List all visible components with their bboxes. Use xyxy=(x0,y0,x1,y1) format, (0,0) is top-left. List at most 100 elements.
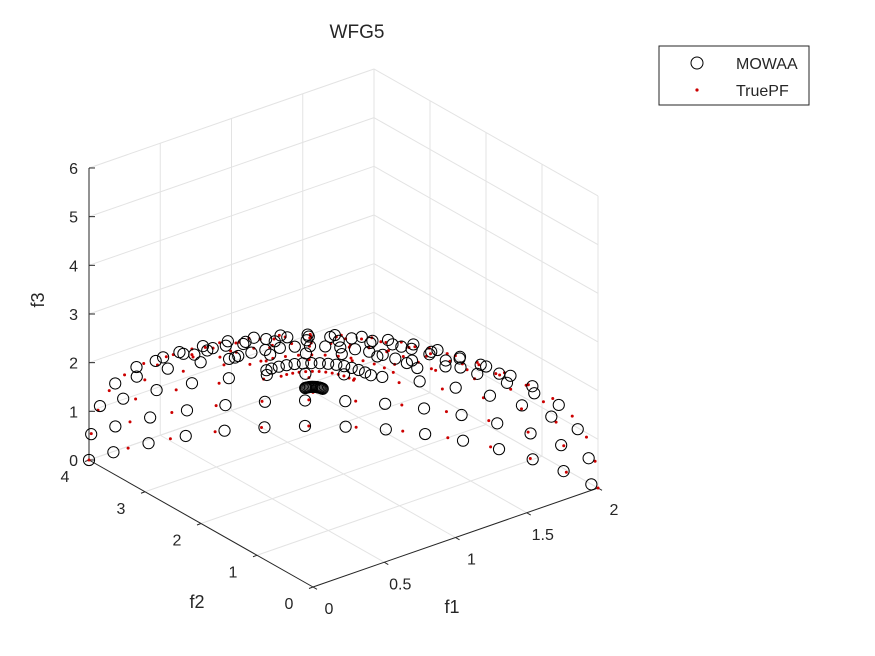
truepf-point xyxy=(444,410,448,414)
grid-line-floor-y xyxy=(200,424,487,524)
mowaa-point xyxy=(82,453,96,467)
truepf-point xyxy=(234,341,238,345)
mowaa-point xyxy=(149,354,162,368)
mowaa-point xyxy=(332,334,345,347)
mowaa-point xyxy=(545,410,558,423)
y-tick-mark xyxy=(252,554,258,558)
mowaa-point xyxy=(247,331,260,344)
mowaa-point xyxy=(142,437,155,450)
mowaa-point xyxy=(298,394,312,407)
axes-lines xyxy=(84,167,603,590)
truepf-point xyxy=(526,430,530,434)
mowaa-point xyxy=(201,344,214,357)
truepf-point xyxy=(142,362,146,366)
mowaa-point xyxy=(222,372,235,385)
truepf-point xyxy=(428,352,432,356)
mowaa-point xyxy=(130,360,143,374)
x-tick-label: 0.5 xyxy=(389,576,411,593)
mowaa-point xyxy=(345,361,358,375)
mowaa-point xyxy=(338,360,351,373)
truepf-point xyxy=(203,345,207,349)
truepf-point xyxy=(323,353,327,357)
mowaa-point xyxy=(455,408,468,422)
mowaa-point xyxy=(272,360,285,373)
truepf-point xyxy=(164,355,168,359)
truepf-point xyxy=(434,368,438,372)
truepf-point xyxy=(181,369,185,373)
truepf-point xyxy=(354,399,358,403)
truepf-point xyxy=(128,420,132,424)
truepf-point xyxy=(87,458,91,462)
mowaa-point xyxy=(180,404,194,417)
mowaa-point xyxy=(407,338,420,351)
grid-line-wall-z xyxy=(88,214,375,315)
y-tick-mark xyxy=(308,586,314,589)
y-tick-label: 2 xyxy=(173,533,182,550)
truepf-point xyxy=(541,400,545,404)
truepf-point xyxy=(218,355,222,359)
mowaa-point xyxy=(379,397,392,410)
truepf-point xyxy=(342,374,346,378)
grid-line-wall-z xyxy=(373,214,599,343)
mowaa-point xyxy=(474,358,487,371)
mowaa-point xyxy=(299,367,312,380)
truepf-point xyxy=(279,374,283,378)
mowaa-point xyxy=(117,392,130,405)
mowaa-point xyxy=(355,330,368,343)
truepf-point xyxy=(260,426,264,430)
mowaa-point xyxy=(280,359,293,372)
mowaa-point xyxy=(528,387,541,400)
z-tick-label: 2 xyxy=(69,356,78,373)
legend-label-truepf: TruePF xyxy=(736,83,789,100)
truepf-point xyxy=(446,436,450,440)
mowaa-point xyxy=(425,345,438,358)
mowaa-point xyxy=(299,381,312,395)
mowaa-point xyxy=(413,375,426,388)
mowaa-point xyxy=(300,334,313,347)
mowaa-point xyxy=(555,439,568,452)
truepf-point xyxy=(89,432,93,436)
truepf-point xyxy=(354,425,358,429)
mowaa-point xyxy=(260,368,273,382)
mowaa-point xyxy=(301,328,314,341)
truepf-point xyxy=(489,445,493,449)
x-tick-mark xyxy=(384,561,389,565)
grid-line-wall-z xyxy=(88,360,375,461)
truepf-point xyxy=(520,407,524,411)
mowaa-point xyxy=(150,383,163,397)
truepf-point xyxy=(168,437,172,441)
z-tick-label: 3 xyxy=(69,307,78,324)
truepf-point xyxy=(401,355,405,359)
mowaa-point xyxy=(305,357,318,370)
truepf-point xyxy=(324,370,328,374)
mowaa-point xyxy=(454,361,467,374)
truepf-point xyxy=(429,367,433,371)
mowaa-point xyxy=(219,399,232,412)
mowaa-point xyxy=(395,340,408,353)
truepf-point xyxy=(126,446,130,450)
mowaa-point xyxy=(265,362,278,375)
truepf-point xyxy=(498,373,502,377)
mowaa-point xyxy=(423,348,436,361)
y-tick-label: 4 xyxy=(61,469,70,486)
truepf-point xyxy=(307,424,311,428)
mowaa-point xyxy=(258,421,271,434)
truepf-point xyxy=(260,399,264,403)
truepf-point xyxy=(248,362,252,366)
truepf-point xyxy=(307,398,311,402)
mowaa-point xyxy=(258,395,272,408)
truepf-point xyxy=(264,359,268,363)
mowaa-point xyxy=(389,352,402,365)
mowaa-point xyxy=(483,389,497,402)
truepf-point xyxy=(401,429,405,433)
y-tick-mark xyxy=(140,491,146,494)
chart-title: WFG5 xyxy=(330,22,385,43)
grid-line-wall-z xyxy=(373,311,599,440)
mowaa-point xyxy=(179,429,192,443)
mowaa-point xyxy=(288,340,301,353)
mowaa-point xyxy=(582,452,595,465)
mowaa-point xyxy=(85,428,98,441)
mowaa-point xyxy=(364,336,377,350)
mowaa-point xyxy=(330,358,343,371)
mowaa-point xyxy=(480,360,493,373)
